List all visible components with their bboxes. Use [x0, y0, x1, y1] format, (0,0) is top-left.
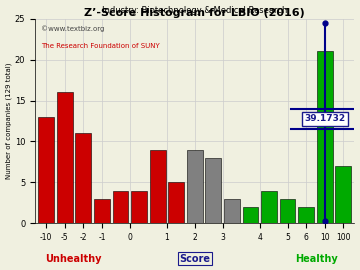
- Bar: [336, 166, 351, 223]
- Bar: [94, 199, 110, 223]
- Text: Healthy: Healthy: [295, 254, 337, 264]
- Text: 39.1732: 39.1732: [304, 114, 345, 123]
- Text: ©www.textbiz.org: ©www.textbiz.org: [41, 25, 105, 32]
- Bar: [280, 199, 296, 223]
- Bar: [76, 133, 91, 223]
- Bar: [261, 191, 277, 223]
- Title: Z’-Score Histogram for LBIO (2016): Z’-Score Histogram for LBIO (2016): [84, 8, 305, 18]
- Bar: [131, 191, 147, 223]
- Bar: [243, 207, 258, 223]
- Bar: [150, 150, 166, 223]
- Text: Score: Score: [179, 254, 210, 264]
- Bar: [168, 182, 184, 223]
- Bar: [317, 52, 333, 223]
- Text: The Research Foundation of SUNY: The Research Foundation of SUNY: [41, 43, 160, 49]
- Bar: [113, 191, 129, 223]
- Bar: [224, 199, 240, 223]
- Text: Industry: Biotechnology & Medical Research: Industry: Biotechnology & Medical Resear…: [102, 6, 287, 15]
- Bar: [38, 117, 54, 223]
- Bar: [187, 150, 203, 223]
- Text: Unhealthy: Unhealthy: [45, 254, 102, 264]
- Bar: [57, 92, 73, 223]
- Bar: [298, 207, 314, 223]
- Y-axis label: Number of companies (129 total): Number of companies (129 total): [5, 63, 12, 179]
- Bar: [206, 158, 221, 223]
